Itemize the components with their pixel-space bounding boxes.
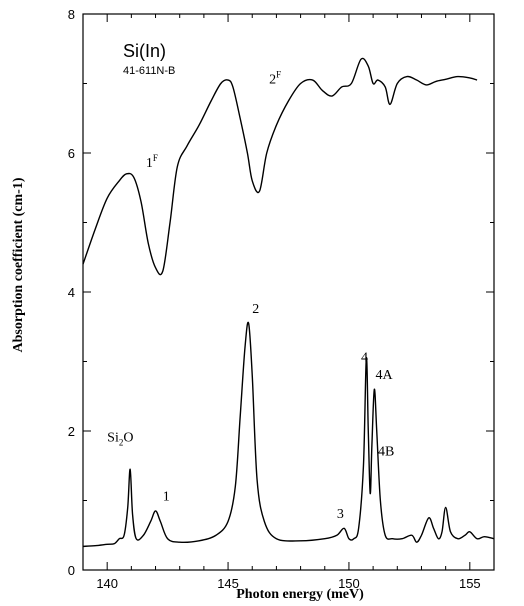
- y-tick-label: 0: [68, 563, 75, 578]
- peak-annotation: 2F: [269, 70, 281, 88]
- chart-subtitle: 41-611N-B: [123, 65, 175, 77]
- y-axis-label: Absorption coefficient (cm-1): [11, 177, 26, 352]
- peak-annotation: 4B: [378, 444, 394, 459]
- plot-area: [82, 13, 495, 571]
- y-tick-label: 8: [68, 7, 75, 22]
- y-tick-label: 6: [68, 146, 75, 161]
- peak-annotation: 4A: [376, 368, 394, 383]
- x-tick-label: 145: [217, 576, 239, 591]
- peak-annotation: 3: [337, 507, 344, 522]
- series-line-1: [82, 57, 478, 276]
- peak-annotation: 4: [361, 351, 368, 366]
- axis-tick-labels: 140 145 150 155 0 2 4 6 8: [68, 7, 481, 591]
- plot-frame: [82, 13, 495, 571]
- chart-title: Si(In): [123, 41, 166, 61]
- peak-annotation: 2: [252, 302, 259, 317]
- y-tick-label: 4: [68, 285, 75, 300]
- series-line-2: [82, 321, 495, 548]
- annotations-group: 1F 2F 2 1 3 4 4A 4B Si2O: [107, 70, 394, 522]
- series-group: [82, 57, 495, 548]
- y-tick-label: 2: [68, 424, 75, 439]
- si2o-annotation: Si2O: [107, 430, 133, 447]
- x-axis-label: Photon energy (meV): [236, 587, 364, 602]
- x-tick-label: 140: [96, 576, 118, 591]
- x-tick-label: 155: [459, 576, 481, 591]
- peak-annotation: 1F: [146, 153, 158, 171]
- peak-annotation: 1: [163, 490, 170, 505]
- axis-ticks: [82, 13, 495, 571]
- x-tick-label: 150: [338, 576, 360, 591]
